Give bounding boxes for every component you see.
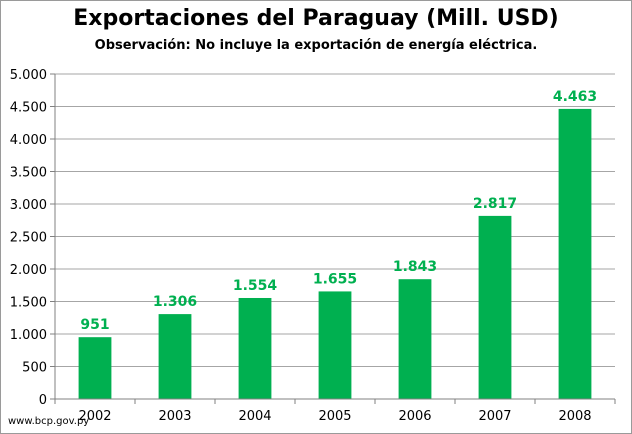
chart-subtitle: Observación: No incluye la exportación d… [94, 38, 538, 53]
y-tick-label: 500 [22, 361, 47, 376]
y-tick-label: 1.500 [10, 296, 47, 311]
x-tick-label: 2003 [158, 409, 191, 424]
x-tick-label: 2008 [558, 409, 591, 424]
bar [238, 297, 272, 399]
x-tick-label: 2004 [238, 409, 271, 424]
x-tick-label: 2006 [398, 409, 431, 424]
y-tick-label: 3.500 [10, 166, 47, 181]
y-tick-label: 2.500 [10, 231, 47, 246]
x-tick-label: 2007 [478, 409, 511, 424]
bar [158, 314, 192, 399]
data-label: 2.817 [473, 196, 517, 212]
data-label: 1.843 [393, 259, 437, 275]
source-credit: www.bcp.gov.py [8, 416, 90, 427]
y-tick-label: 4.500 [10, 101, 47, 116]
data-label: 1.306 [153, 294, 197, 310]
data-label: 1.655 [313, 271, 357, 287]
bar [318, 291, 352, 399]
data-label: 1.554 [233, 278, 278, 294]
bar [398, 279, 432, 399]
y-tick-label: 3.000 [10, 198, 47, 213]
x-tick-label: 2002 [78, 409, 111, 424]
bar [78, 337, 112, 399]
x-tick-label: 2005 [318, 409, 351, 424]
data-label: 4.463 [553, 89, 597, 105]
y-tick-label: 4.000 [10, 133, 47, 148]
chart-title: Exportaciones del Paraguay (Mill. USD) [73, 6, 559, 31]
y-tick-label: 2.000 [10, 263, 47, 278]
y-tick-label: 5.000 [10, 68, 47, 83]
data-label: 951 [80, 317, 109, 333]
bar [558, 108, 592, 399]
y-tick-label: 0 [39, 393, 47, 408]
bar [478, 215, 512, 399]
y-tick-label: 1.000 [10, 328, 47, 343]
